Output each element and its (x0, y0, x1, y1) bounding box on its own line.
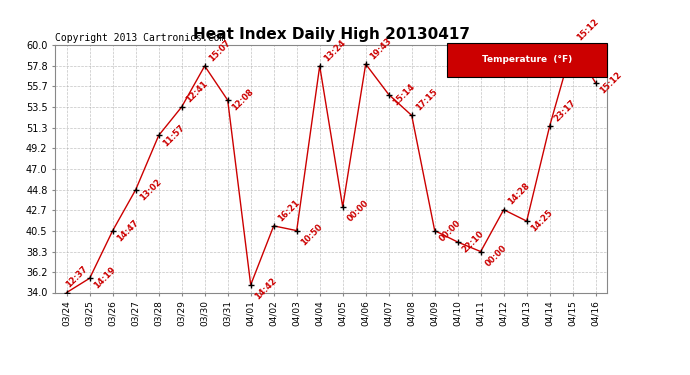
Text: Temperature  (°F): Temperature (°F) (482, 56, 572, 64)
Text: 00:00: 00:00 (484, 243, 509, 268)
Text: 13:02: 13:02 (139, 177, 164, 202)
Text: 14:28: 14:28 (506, 182, 532, 207)
Text: Copyright 2013 Cartronics.com: Copyright 2013 Cartronics.com (55, 33, 226, 42)
Text: 16:21: 16:21 (277, 198, 302, 223)
Text: 19:43: 19:43 (368, 36, 394, 61)
Text: 12:41: 12:41 (184, 79, 210, 104)
Text: 15:12: 15:12 (575, 17, 601, 42)
Text: 12:08: 12:08 (230, 87, 256, 113)
FancyBboxPatch shape (447, 42, 607, 77)
Text: 13:24: 13:24 (322, 38, 348, 63)
Text: 00:00: 00:00 (346, 198, 371, 223)
Text: 17:15: 17:15 (415, 87, 440, 112)
Text: 10:50: 10:50 (299, 222, 325, 247)
Title: Heat Index Daily High 20130417: Heat Index Daily High 20130417 (193, 27, 470, 42)
Text: 22:10: 22:10 (460, 229, 486, 255)
Text: 14:47: 14:47 (115, 218, 141, 243)
Text: 14:42: 14:42 (253, 276, 279, 302)
Text: 15:07: 15:07 (208, 38, 233, 63)
Text: 15:12: 15:12 (598, 70, 624, 96)
Text: 14:25: 14:25 (529, 208, 555, 234)
Text: 23:17: 23:17 (553, 98, 578, 123)
Text: 00:00: 00:00 (437, 218, 462, 243)
Text: 11:57: 11:57 (161, 123, 187, 148)
Text: 12:37: 12:37 (64, 264, 89, 290)
Text: 14:19: 14:19 (92, 266, 118, 291)
Text: 15:14: 15:14 (391, 82, 417, 107)
